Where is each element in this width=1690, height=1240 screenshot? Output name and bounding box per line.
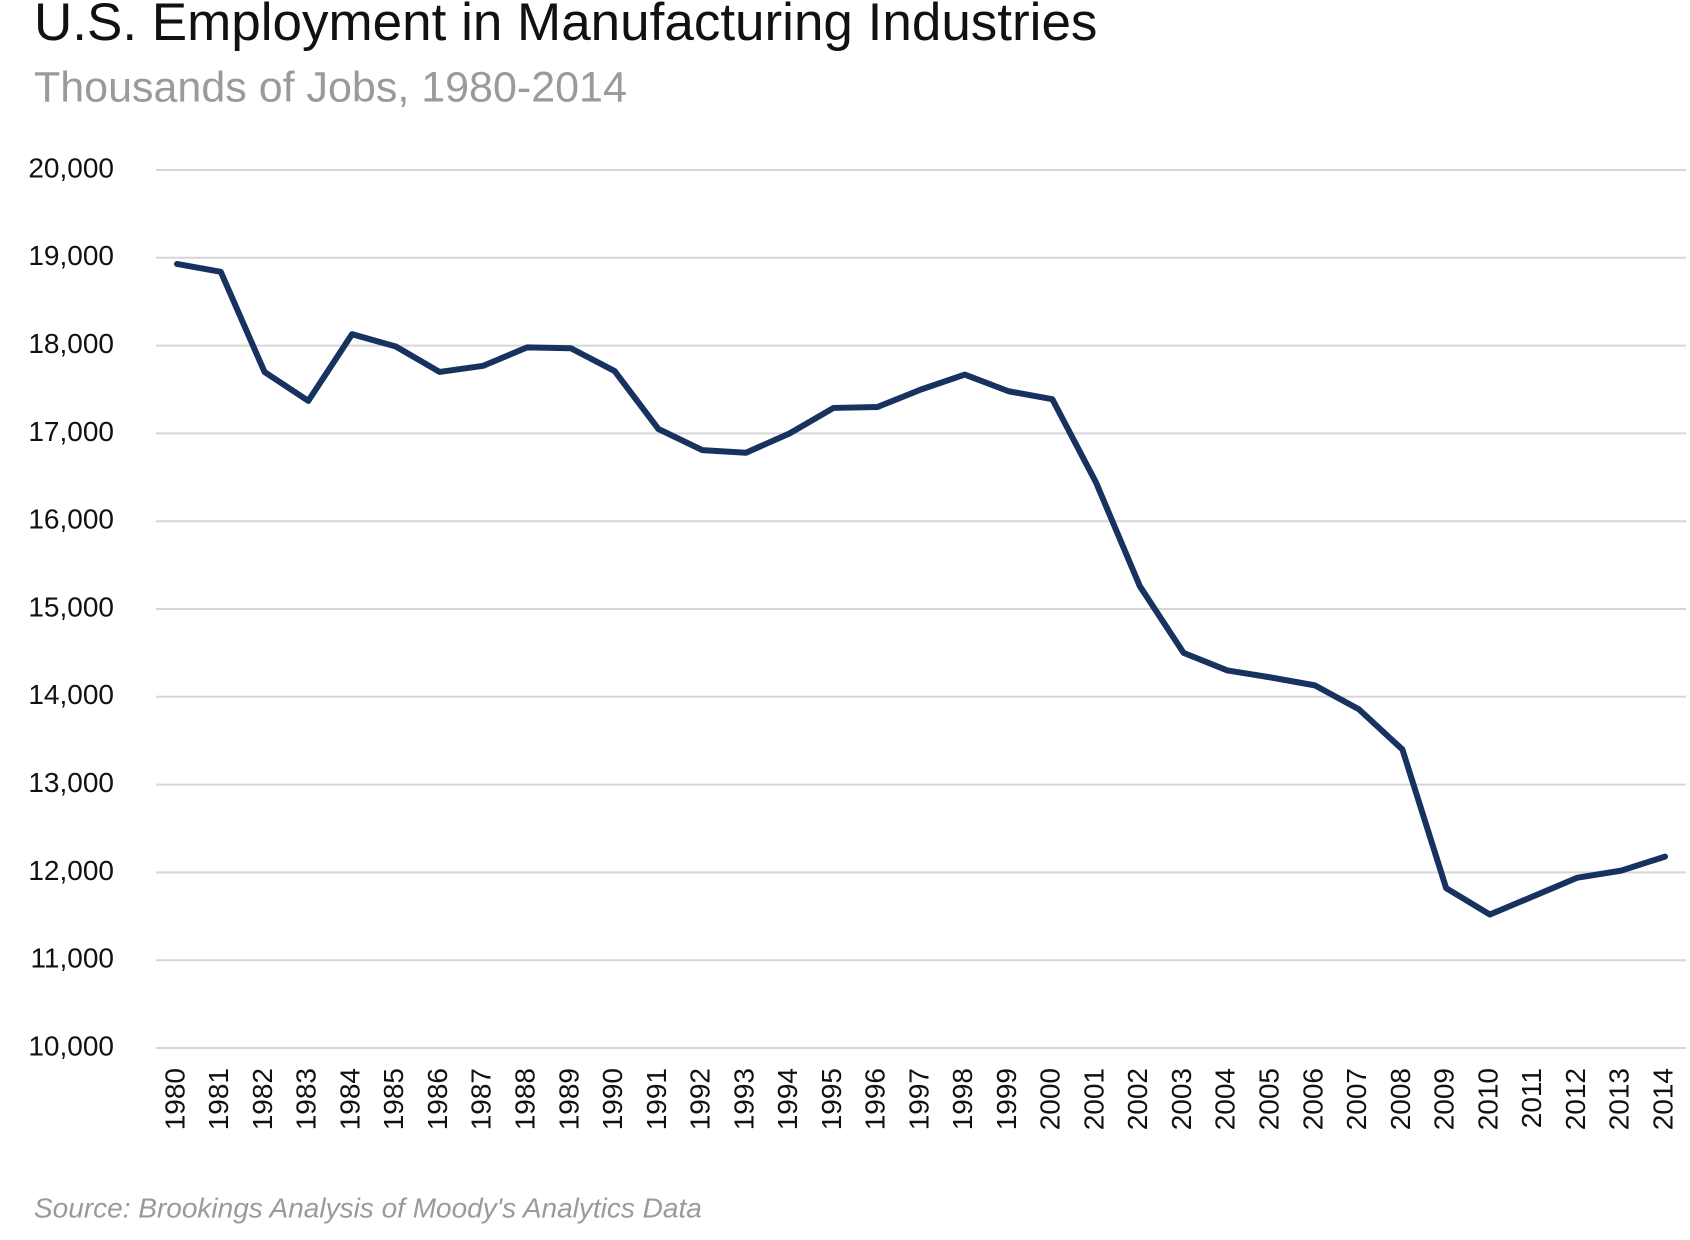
x-tick-label: 1989 <box>553 1068 584 1130</box>
x-tick-label: 1987 <box>466 1068 497 1130</box>
y-tick-label: 20,000 <box>28 152 114 183</box>
y-tick-label: 15,000 <box>28 591 114 622</box>
y-tick-label: 16,000 <box>28 504 114 535</box>
y-tick-label: 18,000 <box>28 328 114 359</box>
x-tick-label: 1995 <box>816 1068 847 1130</box>
x-tick-label: 2008 <box>1385 1068 1416 1130</box>
x-tick-label: 2007 <box>1341 1068 1372 1130</box>
x-tick-label: 2009 <box>1429 1068 1460 1130</box>
x-tick-label: 1983 <box>291 1068 322 1130</box>
x-tick-label: 2000 <box>1035 1068 1066 1130</box>
x-tick-label: 2004 <box>1210 1068 1241 1130</box>
x-tick-label: 1981 <box>203 1068 234 1130</box>
x-tick-label: 1990 <box>597 1068 628 1130</box>
x-tick-label: 1988 <box>510 1068 541 1130</box>
x-tick-label: 1997 <box>903 1068 934 1130</box>
x-tick-label: 2006 <box>1297 1068 1328 1130</box>
x-tick-label: 1980 <box>159 1068 190 1130</box>
data-line <box>174 260 1668 918</box>
chart-subtitle: Thousands of Jobs, 1980-2014 <box>34 63 627 111</box>
y-tick-label: 14,000 <box>28 679 114 710</box>
x-tick-label: 2002 <box>1122 1068 1153 1130</box>
y-tick-label: 10,000 <box>28 1030 114 1061</box>
y-tick-label: 13,000 <box>28 767 114 798</box>
x-tick-label: 2005 <box>1254 1068 1285 1130</box>
x-tick-label: 1999 <box>991 1068 1022 1130</box>
x-tick-label: 1991 <box>641 1068 672 1130</box>
x-tick-label: 2013 <box>1604 1068 1635 1130</box>
x-tick-label: 1984 <box>334 1068 365 1130</box>
x-tick-label: 2010 <box>1472 1068 1503 1130</box>
x-tick-label: 2003 <box>1166 1068 1197 1130</box>
x-tick-label: 2011 <box>1516 1068 1547 1128</box>
x-tick-label: 1982 <box>247 1068 278 1130</box>
x-tick-label: 1986 <box>422 1068 453 1130</box>
x-tick-label: 1994 <box>772 1068 803 1130</box>
x-tick-label: 2001 <box>1078 1068 1109 1130</box>
x-tick-label: 2012 <box>1560 1068 1591 1130</box>
y-tick-label: 12,000 <box>28 855 114 886</box>
y-tick-label: 11,000 <box>30 943 114 974</box>
y-tick-label: 17,000 <box>28 416 114 447</box>
x-tick-label: 1992 <box>685 1068 716 1130</box>
x-tick-label: 1993 <box>728 1068 759 1130</box>
chart-title: U.S. Employment in Manufacturing Industr… <box>34 0 1097 52</box>
y-tick-label: 19,000 <box>28 240 114 271</box>
x-tick-label: 2014 <box>1647 1068 1678 1130</box>
x-tick-label: 1996 <box>860 1068 891 1130</box>
x-tick-label: 1985 <box>378 1068 409 1130</box>
source-note: Source: Brookings Analysis of Moody's An… <box>34 1192 702 1223</box>
x-tick-label: 1998 <box>947 1068 978 1130</box>
